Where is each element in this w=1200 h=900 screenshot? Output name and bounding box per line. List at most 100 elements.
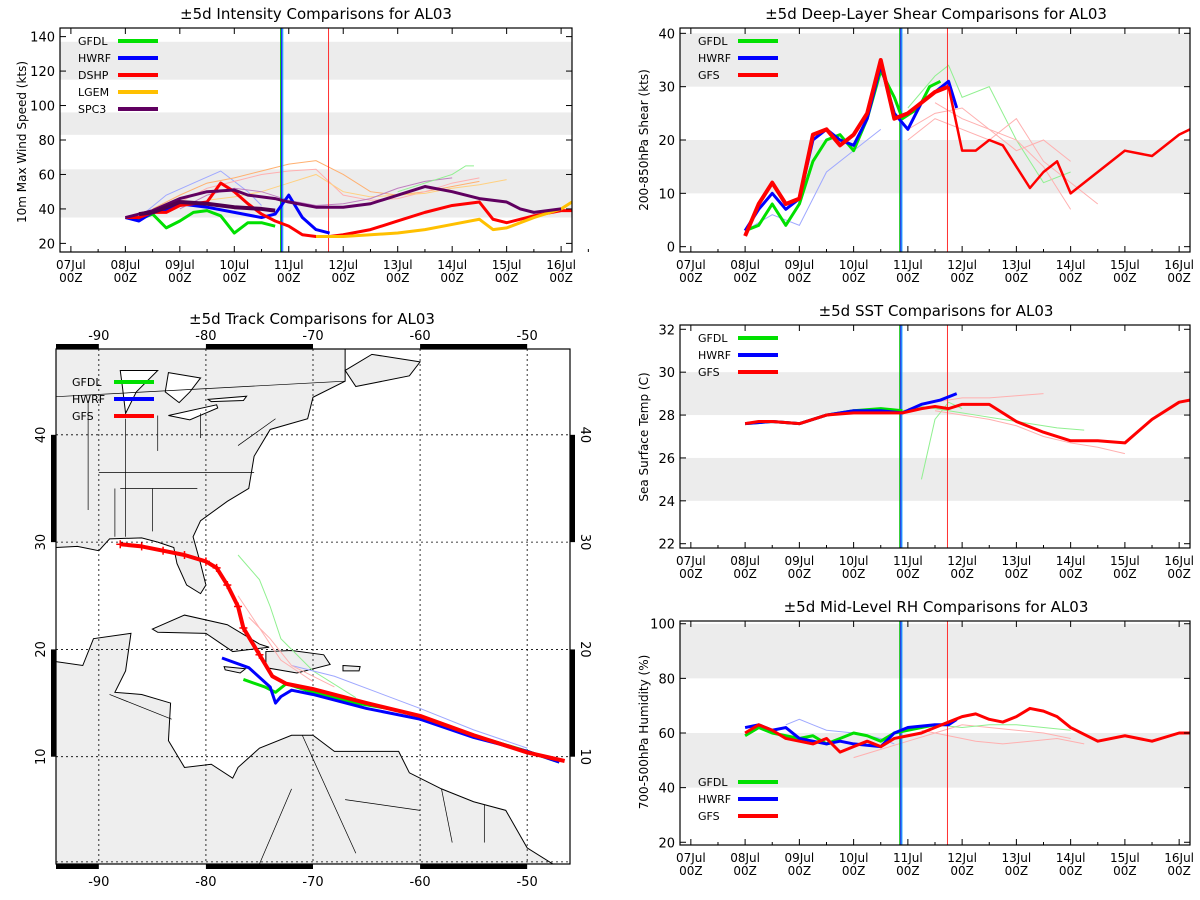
intensity-ytick-label: 100 (30, 100, 55, 115)
map-border-top-2 (420, 344, 528, 349)
intensity-ytick-label: 80 (38, 134, 55, 149)
sst-xtick-label-day: 14Jul (1056, 554, 1086, 568)
intensity-xtick-label-day: 11Jul (274, 258, 304, 272)
lake-erie (168, 404, 219, 421)
shear-xtick-label-day: 08Jul (730, 258, 760, 272)
lat-label-left: 10 (34, 748, 49, 765)
shear-band-0 (680, 140, 1190, 194)
rh-xtick-label-day: 09Jul (784, 851, 814, 865)
intensity-chart: ±5d Intensity Comparisons for AL03 10m M… (15, 5, 589, 285)
lat-label-right: 40 (577, 427, 592, 444)
intensity-ytick-label: 120 (30, 65, 55, 80)
sst-legend-label: HWRF (698, 349, 731, 362)
intensity-ytick-label: 140 (30, 31, 55, 46)
intensity-xtick-label-hour: 00Z (277, 271, 301, 285)
map-border-left-0 (51, 649, 56, 757)
puerto-rico (342, 664, 361, 672)
shear-xtick-label-day: 16Jul (1164, 258, 1194, 272)
lat-label-left: 20 (34, 641, 49, 658)
rh-legend-label: GFS (698, 810, 720, 823)
border-line-12 (345, 799, 421, 811)
rh-xtick-label-hour: 00Z (842, 864, 866, 878)
sst-ytick-label: 32 (658, 323, 675, 338)
sst-xtick-label-hour: 00Z (733, 567, 757, 581)
sst-xtick-label-hour: 00Z (896, 567, 920, 581)
rh-ensemble-line-3 (934, 724, 1071, 731)
map-border-right-1 (570, 434, 575, 543)
intensity-xtick-label-hour: 00Z (331, 271, 355, 285)
map-border-bottom-2 (420, 864, 528, 869)
intensity-xtick-label-hour: 00Z (168, 271, 192, 285)
sst-legend-label: GFS (698, 366, 720, 379)
rh-ytick-label: 80 (658, 672, 675, 687)
sst-xtick-label-hour: 00Z (950, 567, 974, 581)
rh-ensemble-line-2 (921, 729, 1085, 745)
intensity-xtick-label-hour: 00Z (495, 271, 519, 285)
rh-plot-area (744, 621, 1190, 845)
rh-xtick-label-day: 11Jul (893, 851, 923, 865)
intensity-xtick-label-hour: 00Z (386, 271, 410, 285)
intensity-xtick-label-day: 14Jul (437, 258, 467, 272)
rh-xtick-label-day: 15Jul (1110, 851, 1140, 865)
lon-label-bottom: -80 (195, 875, 216, 890)
central-south-america-landmass (56, 632, 554, 864)
shear-ytick-label: 20 (658, 134, 675, 149)
sst-ytick-label: 28 (658, 409, 675, 424)
lon-label-top: -90 (88, 329, 109, 344)
rh-series-hwrf (744, 718, 958, 749)
border-line-0 (56, 380, 346, 398)
map-border-bottom-1 (205, 864, 313, 869)
lat-label-right: 30 (577, 534, 592, 551)
rh-ylabel: 700-500hPa Humidity (%) (637, 655, 651, 810)
lake-huron (164, 372, 202, 404)
lon-label-top: -80 (195, 329, 216, 344)
sst-ytick-label: 24 (658, 495, 675, 510)
shear-ensemble-line-2 (907, 117, 1099, 205)
intensity-xtick-label-day: 09Jul (165, 258, 195, 272)
intensity-xtick-label-hour: 00Z (440, 271, 464, 285)
sst-xtick-label-day: 16Jul (1164, 554, 1194, 568)
ensemble-track-1 (291, 665, 528, 749)
map-border-left-1 (51, 434, 56, 543)
intensity-xtick-label-day: 16Jul (546, 258, 576, 272)
intensity-series-lgem (316, 200, 572, 238)
shear-title: ±5d Deep-Layer Shear Comparisons for AL0… (765, 5, 1107, 23)
track-map: ±5d Track Comparisons for AL03 -90 -90 -80… (34, 310, 592, 890)
land-layer (56, 349, 554, 864)
sst-xtick-label-day: 12Jul (947, 554, 977, 568)
intensity-ylabel: 10m Max Wind Speed (kts) (15, 61, 29, 223)
sst-ensemble-line-3 (934, 410, 1126, 455)
track-title: ±5d Track Comparisons for AL03 (189, 310, 435, 328)
border-line-13 (441, 788, 453, 843)
sst-ytick-label: 30 (658, 366, 675, 381)
intensity-ytick-label: 60 (38, 168, 55, 183)
track-legend-label: GFS (72, 410, 94, 423)
intensity-legend-label: DSHP (78, 69, 109, 82)
rh-ytick-label: 20 (658, 836, 675, 851)
rh-xtick-label-hour: 00Z (733, 864, 757, 878)
intensity-ytick-label: 40 (38, 203, 55, 218)
intensity-legend-label: SPC3 (78, 103, 106, 116)
sst-xtick-label-day: 07Jul (676, 554, 706, 568)
rh-chart: ±5d Mid-Level RH Comparisons for AL03 70… (637, 598, 1194, 878)
sst-ytick-label: 22 (658, 538, 675, 553)
sst-plot-area (744, 325, 1190, 548)
ensemble-track-0 (237, 554, 357, 699)
rh-xtick-label-day: 13Jul (1002, 851, 1032, 865)
track-lines (116, 540, 566, 764)
shear-xtick-label-day: 11Jul (893, 258, 923, 272)
sst-xtick-label-hour: 00Z (1059, 567, 1083, 581)
track-legend-label: GFDL (72, 376, 102, 389)
intensity-xtick-label-day: 07Jul (56, 258, 86, 272)
shear-chart: ±5d Deep-Layer Shear Comparisons for AL0… (637, 5, 1194, 285)
lat-label-left: 40 (34, 427, 49, 444)
rh-ensemble-line-1 (853, 724, 1071, 759)
rh-xtick-label-day: 10Jul (839, 851, 869, 865)
shear-xtick-label-day: 15Jul (1110, 258, 1140, 272)
shear-plot-area (743, 28, 1190, 252)
shear-xtick-label-day: 07Jul (676, 258, 706, 272)
shear-series-gfs (743, 58, 950, 237)
sst-xtick-label-day: 11Jul (893, 554, 923, 568)
intensity-series-spc3 (124, 185, 562, 219)
